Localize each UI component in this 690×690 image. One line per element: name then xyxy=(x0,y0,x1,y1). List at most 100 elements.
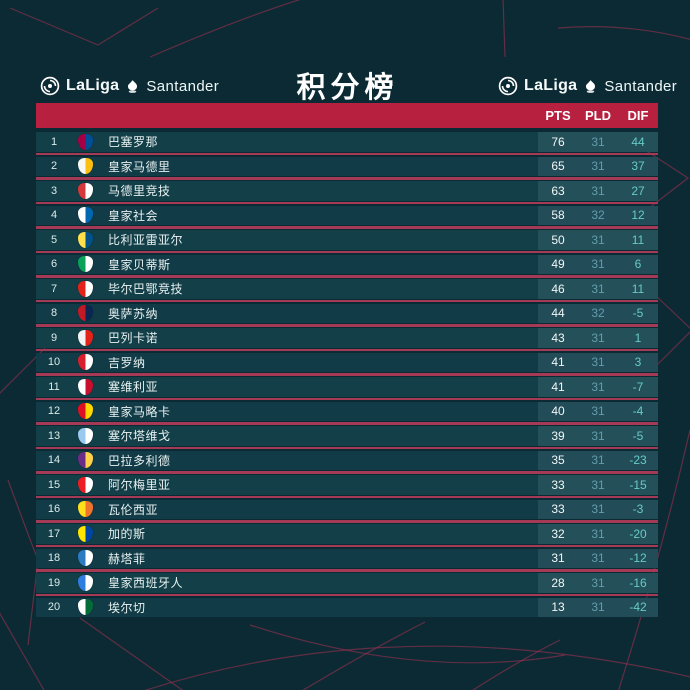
goal-diff-value: -20 xyxy=(629,526,647,541)
goal-diff-value: -15 xyxy=(629,477,647,492)
stats-band: 31 31 -12 xyxy=(538,548,658,568)
played-value: 31 xyxy=(591,575,605,590)
played-value: 31 xyxy=(591,600,605,615)
stats-band: 39 31 -5 xyxy=(538,426,658,446)
team-crest-box xyxy=(72,256,98,273)
laliga-santander-logo-right: LaLiga Santander xyxy=(498,74,677,98)
rank-number: 6 xyxy=(50,258,58,271)
team-crest-icon xyxy=(77,550,93,567)
goal-diff-value: -12 xyxy=(629,551,647,566)
team-name: 埃尔切 xyxy=(108,600,146,615)
table-row: 8 奥萨苏纳 44 32 -5 xyxy=(36,303,658,327)
stats-band: 58 32 12 xyxy=(538,205,658,225)
team-crest-box xyxy=(72,427,98,444)
played-value: 31 xyxy=(591,453,605,468)
stats-band: 50 31 11 xyxy=(538,230,658,250)
points-value: 43 xyxy=(551,330,565,345)
team-crest-box xyxy=(72,403,98,420)
stats-band: 13 31 -42 xyxy=(538,597,658,617)
rank-number: 7 xyxy=(50,282,58,295)
team-name: 吉罗纳 xyxy=(108,355,146,370)
team-crest-box xyxy=(72,305,98,322)
table-row: 1 巴塞罗那 76 31 44 xyxy=(36,132,658,155)
stats-band: 46 31 11 xyxy=(538,279,658,299)
rank-number: 17 xyxy=(47,527,61,540)
points-value: 65 xyxy=(551,159,565,174)
stats-band: 49 31 6 xyxy=(538,254,658,274)
rank-number: 4 xyxy=(50,209,58,222)
team-crest-icon xyxy=(77,452,93,469)
points-value: 41 xyxy=(551,355,565,370)
played-value: 31 xyxy=(591,526,605,541)
rank-number: 10 xyxy=(47,356,61,369)
team-name: 塞维利亚 xyxy=(108,380,159,395)
played-value: 31 xyxy=(591,159,605,174)
rank-number: 19 xyxy=(47,576,61,589)
stats-band: 32 31 -20 xyxy=(538,524,658,544)
stats-band: 44 32 -5 xyxy=(538,303,658,323)
table-row: 18 赫塔菲 31 31 -12 xyxy=(36,548,658,572)
team-name: 奥萨苏纳 xyxy=(108,306,159,321)
table-row: 3 马德里竞技 63 31 27 xyxy=(36,181,658,204)
team-name: 巴列卡诺 xyxy=(108,331,159,346)
team-crest-icon xyxy=(77,133,93,150)
goal-diff-value: 37 xyxy=(631,159,645,174)
points-value: 76 xyxy=(551,134,565,149)
goal-diff-value: -42 xyxy=(629,600,647,615)
points-value: 44 xyxy=(551,306,565,321)
santander-wordmark: Santander xyxy=(146,77,220,95)
table-row: 5 比利亚雷亚尔 50 31 11 xyxy=(36,230,658,253)
team-crest-icon xyxy=(77,182,93,199)
points-value: 35 xyxy=(551,453,565,468)
rank-number: 1 xyxy=(50,135,58,148)
column-header-pld: PLD xyxy=(585,108,611,123)
team-crest-box xyxy=(72,329,98,346)
laliga-ball-icon xyxy=(40,76,60,96)
goal-diff-value: -7 xyxy=(632,379,644,394)
team-name: 阿尔梅里亚 xyxy=(108,478,171,493)
table-row: 14 巴拉多利德 35 31 -23 xyxy=(36,450,658,474)
table-row: 19 皇家西班牙人 28 31 -16 xyxy=(36,573,658,596)
played-value: 31 xyxy=(591,257,605,272)
team-crest-icon xyxy=(77,354,93,371)
team-name: 加的斯 xyxy=(108,527,146,542)
played-value: 31 xyxy=(591,502,605,517)
team-name: 马德里竞技 xyxy=(108,184,171,199)
team-crest-box xyxy=(72,599,98,616)
stats-band: 41 31 -7 xyxy=(538,377,658,397)
table-row: 9 巴列卡诺 43 31 1 xyxy=(36,328,658,351)
team-crest-icon xyxy=(77,403,93,420)
played-value: 31 xyxy=(591,134,605,149)
team-name: 瓦伦西亚 xyxy=(108,502,159,517)
goal-diff-value: -5 xyxy=(632,306,644,321)
played-value: 31 xyxy=(591,330,605,345)
points-value: 33 xyxy=(551,502,565,517)
stats-band: 33 31 -3 xyxy=(538,499,658,519)
team-name: 皇家贝蒂斯 xyxy=(108,257,171,272)
points-value: 32 xyxy=(551,526,565,541)
team-crest-box xyxy=(72,133,98,150)
played-value: 32 xyxy=(591,208,605,223)
goal-diff-value: 12 xyxy=(631,208,645,223)
team-crest-icon xyxy=(77,305,93,322)
points-value: 40 xyxy=(551,404,565,419)
points-value: 33 xyxy=(551,477,565,492)
stats-band: 33 31 -15 xyxy=(538,475,658,495)
team-name: 塞尔塔维戈 xyxy=(108,429,171,444)
stats-band: 76 31 44 xyxy=(538,132,658,152)
team-name: 巴塞罗那 xyxy=(108,135,159,150)
points-value: 46 xyxy=(551,281,565,296)
table-row: 20 埃尔切 13 31 -42 xyxy=(36,597,658,617)
team-crest-box xyxy=(72,378,98,395)
rank-number: 15 xyxy=(47,478,61,491)
team-crest-icon xyxy=(77,231,93,248)
played-value: 31 xyxy=(591,404,605,419)
points-value: 28 xyxy=(551,575,565,590)
played-value: 32 xyxy=(591,306,605,321)
rank-number: 18 xyxy=(47,552,61,565)
stats-band: 40 31 -4 xyxy=(538,401,658,421)
goal-diff-value: 6 xyxy=(634,257,642,272)
team-crest-box xyxy=(72,182,98,199)
team-name: 比利亚雷亚尔 xyxy=(108,233,184,248)
